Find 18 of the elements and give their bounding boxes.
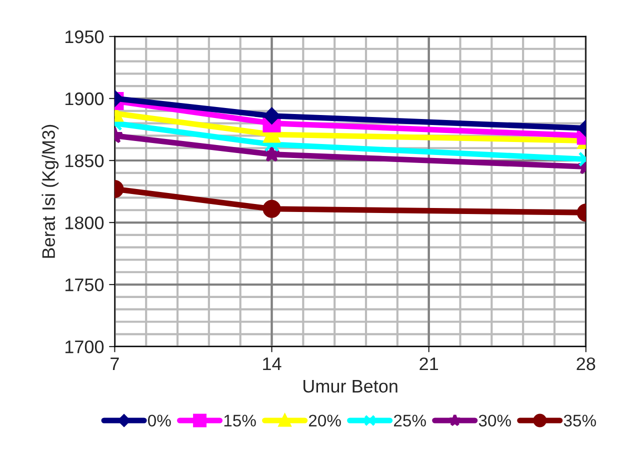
x-tick-label: 28	[576, 357, 596, 370]
legend-label: 25%	[394, 414, 426, 427]
x-tick-label: 14	[263, 358, 282, 370]
y-tick-label: 1900	[66, 92, 104, 106]
legend-label: 30%	[478, 414, 511, 427]
legend-label: 35%	[564, 414, 596, 427]
legend-label: 20%	[308, 414, 341, 427]
x-tick-label: 21	[420, 357, 438, 370]
y-tick-label: 1850	[66, 154, 104, 168]
y-tick-label: 1950	[66, 30, 104, 44]
y-tick-label: 1750	[66, 278, 104, 292]
y-tick-label: 1700	[66, 340, 104, 354]
x-axis-title: Umur Beton	[304, 380, 398, 393]
legend-label: 0%	[148, 414, 171, 427]
x-tick-label: 7	[110, 358, 119, 370]
legend-label: 15%	[224, 414, 256, 427]
y-tick-label: 1800	[66, 216, 104, 230]
y-axis-title: Berat Isi (Kg/M3)	[42, 124, 59, 258]
